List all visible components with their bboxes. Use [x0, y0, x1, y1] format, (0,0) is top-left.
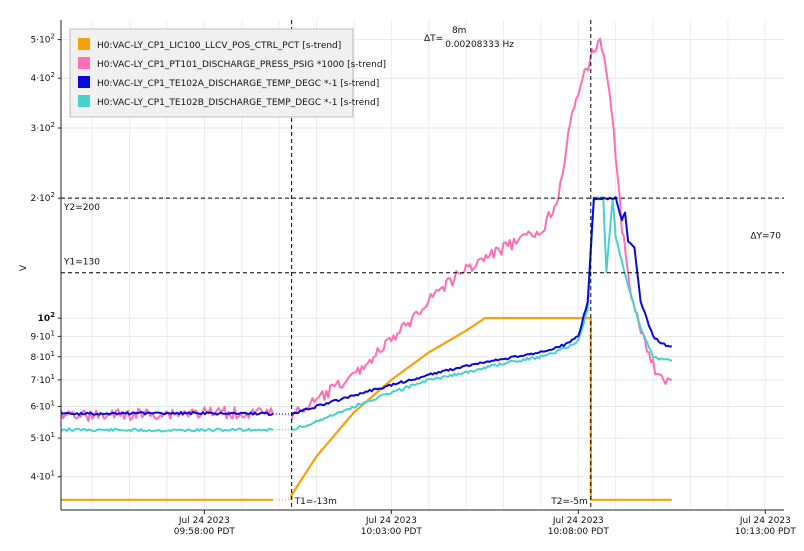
cursor-t1-label: T1=-13m: [294, 497, 337, 507]
cursor-layer: T1=-13m T2=-5m Y1=130 Y2=200 ΔY=70 ΔT= 8…: [61, 20, 784, 510]
y-tick-label: 9·101: [30, 329, 55, 342]
x-tick-label-time: 09:58:00 PDT: [174, 527, 236, 537]
cursor-delta-t-label: ΔT=: [424, 34, 443, 44]
cursor-y2-label: Y2=200: [63, 203, 100, 213]
y-ticks: 4·101 5·101 6·101 7·101 8·101 9·101 102 2·102 3·…: [30, 33, 61, 483]
legend-entry-4: H0:VAC-LY_CP1_TE102B_DISCHARGE_TEMP_DEGC…: [97, 98, 379, 108]
x-tick-label-time: 10:08:00 PDT: [548, 527, 610, 537]
series-line-3-a: [60, 410, 274, 416]
y-tick-label: 102: [38, 311, 56, 324]
x-tick-label-time: 10:03:00 PDT: [361, 527, 423, 537]
series-line-4-a: [60, 427, 274, 433]
x-tick-label-date: Jul 24 2023: [552, 516, 604, 526]
y-tick-label: 2·102: [30, 191, 55, 204]
cursor-delta-t-value: 8m: [452, 26, 467, 36]
y-tick-label: 5·101: [30, 431, 55, 444]
legend-entry-2: H0:VAC-LY_CP1_PT101_DISCHARGE_PRESS_PSIG…: [97, 60, 386, 70]
cursor-t2-label: T2=-5m: [550, 497, 588, 507]
y-axis-label: V: [19, 264, 29, 271]
y-tick-label: 6·101: [30, 400, 55, 413]
legend-swatch: [78, 57, 90, 69]
legend-entry-1: H0:VAC-LY_CP1_LIC100_LLCV_POS_CTRL_PCT […: [97, 41, 341, 51]
series-line-4-b: [291, 196, 673, 431]
legend-entry-3: H0:VAC-LY_CP1_TE102A_DISCHARGE_TEMP_DEGC…: [97, 79, 379, 89]
y-tick-label: 5·102: [30, 33, 55, 46]
y-tick-label: 4·101: [30, 470, 55, 483]
x-tick-label-time: 10:13:00 PDT: [735, 527, 797, 537]
legend-swatch: [78, 38, 90, 50]
x-tick-label-date: Jul 24 2023: [178, 516, 230, 526]
x-tick-label-date: Jul 24 2023: [739, 516, 791, 526]
y-tick-label: 7·101: [30, 373, 55, 386]
legend-swatch: [78, 95, 90, 107]
cursor-delta-y-label: ΔY=70: [750, 231, 781, 241]
axes: 4·101 5·101 6·101 7·101 8·101 9·101 102 2·102 3·…: [19, 20, 796, 537]
y-tick-label: 3·102: [30, 121, 55, 134]
legend-swatch: [78, 76, 90, 88]
x-tick-label-date: Jul 24 2023: [365, 516, 417, 526]
legend-background: [69, 28, 354, 118]
series-line-2-a: [60, 405, 274, 422]
y-tick-label: 4·102: [30, 71, 55, 84]
cursor-y1-label: Y1=130: [63, 258, 100, 268]
legend: H0:VAC-LY_CP1_LIC100_LLCV_POS_CTRL_PCT […: [69, 28, 386, 118]
y-tick-label: 8·101: [30, 350, 55, 363]
cursor-delta-t-frequency: 0.00208333 Hz: [445, 40, 514, 50]
series-line-2-b: [290, 37, 672, 421]
